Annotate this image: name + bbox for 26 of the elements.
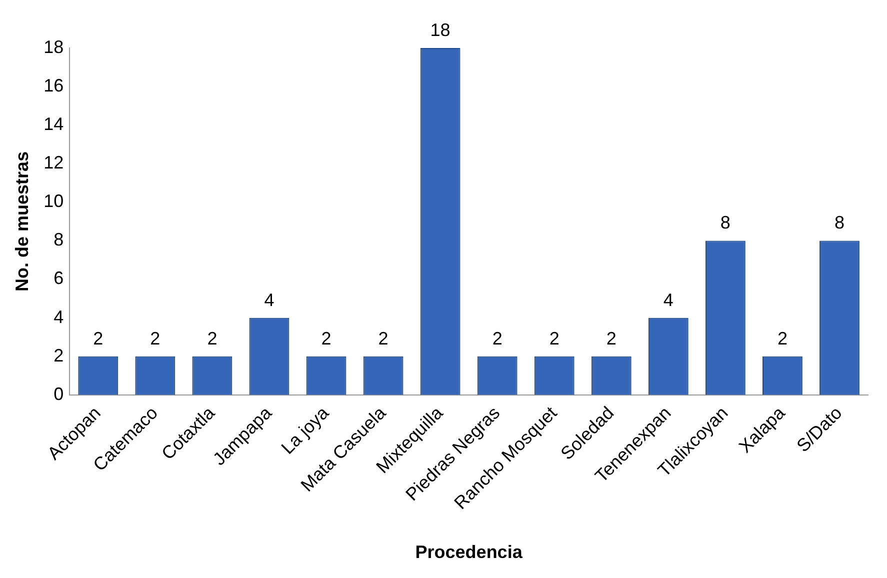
data-label: 4 xyxy=(264,290,274,310)
data-label: 2 xyxy=(777,328,788,348)
data-label: 8 xyxy=(834,212,844,233)
data-label: 2 xyxy=(549,328,560,348)
y-tick-label: 12 xyxy=(44,152,64,173)
y-tick-label: 18 xyxy=(44,36,64,57)
y-tick-label: 6 xyxy=(54,268,64,288)
y-tick-label: 10 xyxy=(44,191,64,212)
data-label: 4 xyxy=(663,290,674,310)
y-tick-label: 16 xyxy=(44,76,64,96)
y-tick-label: 2 xyxy=(54,345,64,366)
x-axis-title: Procedencia xyxy=(415,542,524,562)
data-label: 2 xyxy=(321,328,332,348)
data-label: 2 xyxy=(93,328,104,348)
data-label: 18 xyxy=(430,20,450,40)
data-label: 2 xyxy=(207,328,218,348)
y-tick-label: 0 xyxy=(54,384,64,404)
y-tick-label: 4 xyxy=(54,306,64,327)
y-tick-label: 14 xyxy=(44,114,64,134)
data-label: 2 xyxy=(150,328,160,348)
data-label: 8 xyxy=(720,212,730,233)
y-tick-label: 8 xyxy=(54,230,64,250)
data-label: 2 xyxy=(378,328,388,348)
data-label: 2 xyxy=(606,328,616,348)
data-label: 2 xyxy=(492,328,502,348)
y-axis-title: No. de muestras xyxy=(12,151,32,292)
